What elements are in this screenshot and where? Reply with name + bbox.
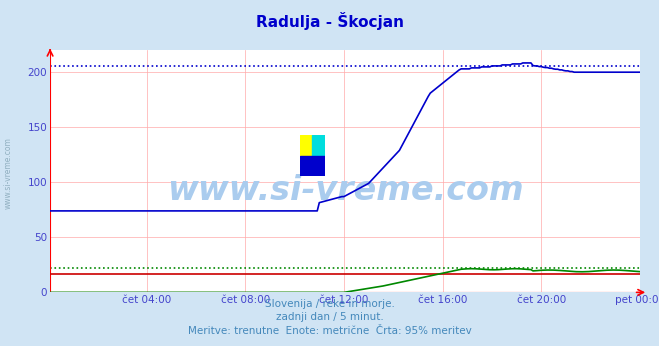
- Bar: [312, 135, 325, 156]
- Text: www.si-vreme.com: www.si-vreme.com: [167, 174, 523, 207]
- Bar: [300, 135, 312, 156]
- Bar: [300, 156, 325, 176]
- Text: zadnji dan / 5 minut.: zadnji dan / 5 minut.: [275, 312, 384, 322]
- Text: Meritve: trenutne  Enote: metrične  Črta: 95% meritev: Meritve: trenutne Enote: metrične Črta: …: [188, 326, 471, 336]
- Text: Slovenija / reke in morje.: Slovenija / reke in morje.: [264, 299, 395, 309]
- Text: www.si-vreme.com: www.si-vreme.com: [3, 137, 13, 209]
- Text: Radulja - Škocjan: Radulja - Škocjan: [256, 12, 403, 30]
